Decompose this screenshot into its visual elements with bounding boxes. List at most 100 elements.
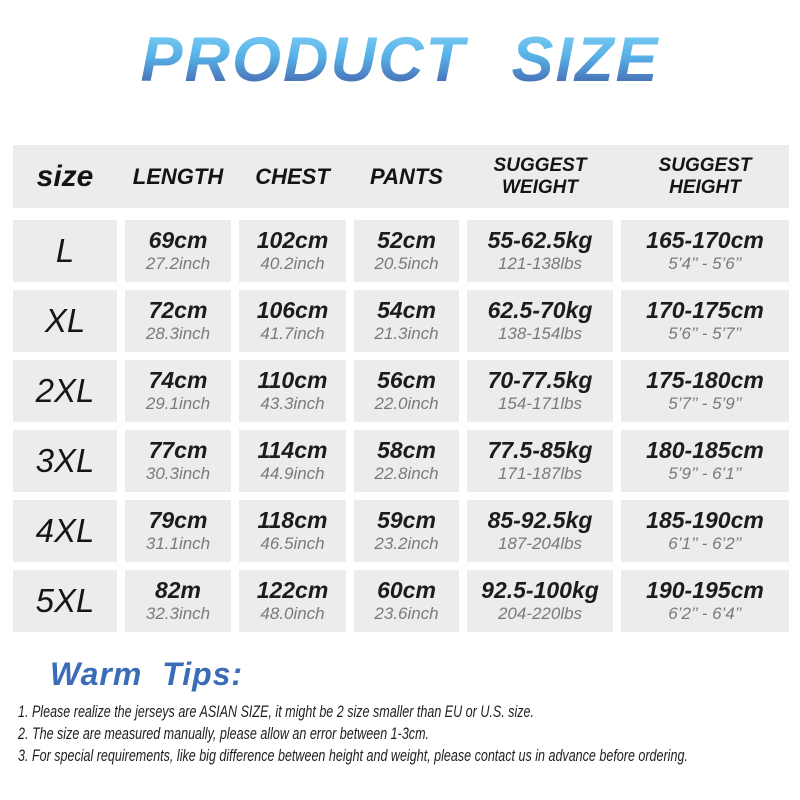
header-suggest-height-line1: SUGGEST: [658, 154, 752, 176]
chest-value: 118cm: [257, 507, 328, 534]
height-ft-value: 5’6’’ - 5’7’’: [668, 324, 742, 344]
length-inch-value: 32.3inch: [145, 604, 211, 624]
size-label: 5XL: [35, 582, 95, 619]
pants-inch-value: 22.8inch: [374, 464, 439, 484]
table-header-row: size LENGTH CHEST PANTS SUGGEST WEIGHT S…: [13, 145, 789, 208]
chest-cell: 106cm 41.7inch: [239, 290, 346, 352]
length-cell: 82m 32.3inch: [125, 570, 231, 632]
weight-lbs-value: 121-138lbs: [497, 254, 583, 274]
length-value: 77cm: [148, 437, 208, 464]
size-label: L: [55, 232, 75, 269]
warm-tips-list: 1. Please realize the jerseys are ASIAN …: [18, 701, 800, 767]
length-cell: 77cm 30.3inch: [125, 430, 231, 492]
size-cell: 4XL: [13, 500, 117, 562]
length-inch-value: 30.3inch: [145, 464, 211, 484]
height-ft-value: 5’7’’ - 5’9’’: [668, 394, 742, 414]
weight-cell: 70-77.5kg 154-171lbs: [467, 360, 613, 422]
height-cm-value: 170-175cm: [646, 297, 764, 324]
height-ft-value: 6’2’’ - 6’4’’: [668, 604, 742, 624]
height-cell: 185-190cm 6’1’’ - 6’2’’: [621, 500, 789, 562]
chest-value: 122cm: [256, 577, 329, 604]
length-cell: 69cm 27.2inch: [125, 220, 231, 282]
size-cell: L: [13, 220, 117, 282]
height-cell: 180-185cm 5’9’’ - 6’1’’: [621, 430, 789, 492]
length-value: 82m: [154, 577, 202, 604]
chest-cell: 114cm 44.9inch: [239, 430, 346, 492]
chest-value: 110cm: [257, 367, 328, 394]
weight-lbs-value: 171-187lbs: [497, 464, 583, 484]
header-suggest-weight-line2: WEIGHT: [502, 176, 578, 198]
header-suggest-weight-line1: SUGGEST: [493, 154, 587, 176]
weight-lbs-value: 204-220lbs: [497, 604, 583, 624]
header-suggest-height: SUGGEST HEIGHT: [621, 155, 789, 199]
weight-kg-value: 92.5-100kg: [481, 577, 599, 604]
pants-cell: 58cm 22.8inch: [354, 430, 459, 492]
length-cell: 79cm 31.1inch: [125, 500, 231, 562]
height-ft-value: 5’4’’ - 5’6’’: [668, 254, 742, 274]
size-cell: 2XL: [13, 360, 117, 422]
length-value: 72cm: [148, 297, 208, 324]
table-body: L 69cm 27.2inch 102cm 40.2inch 52cm 20.5…: [13, 220, 789, 632]
pants-value: 54cm: [377, 297, 436, 324]
header-suggest-height-line2: HEIGHT: [669, 176, 741, 198]
height-cell: 165-170cm 5’4’’ - 5’6’’: [621, 220, 789, 282]
length-value: 74cm: [148, 367, 208, 394]
weight-kg-value: 55-62.5kg: [487, 227, 593, 254]
weight-cell: 62.5-70kg 138-154lbs: [467, 290, 613, 352]
weight-cell: 55-62.5kg 121-138lbs: [467, 220, 613, 282]
pants-value: 56cm: [377, 367, 436, 394]
page-title: PRODUCT SIZE: [0, 24, 800, 96]
weight-lbs-value: 138-154lbs: [497, 324, 583, 344]
size-cell: 3XL: [13, 430, 117, 492]
pants-value: 60cm: [377, 577, 436, 604]
length-inch-value: 29.1inch: [145, 394, 211, 414]
length-value: 69cm: [148, 227, 208, 254]
size-label: 2XL: [35, 372, 95, 409]
weight-lbs-value: 154-171lbs: [497, 394, 583, 414]
weight-kg-value: 77.5-85kg: [487, 437, 593, 464]
height-cm-value: 180-185cm: [646, 437, 764, 464]
height-cm-value: 165-170cm: [646, 227, 764, 254]
tip-line-2: 2. The size are measured manually, pleas…: [18, 725, 430, 743]
weight-cell: 85-92.5kg 187-204lbs: [467, 500, 613, 562]
header-length: LENGTH: [132, 163, 224, 189]
pants-cell: 59cm 23.2inch: [354, 500, 459, 562]
header-chest: CHEST: [255, 163, 330, 189]
weight-lbs-value: 187-204lbs: [497, 534, 583, 554]
chest-inch-value: 41.7inch: [260, 324, 325, 344]
chest-value: 102cm: [256, 227, 329, 254]
size-label: XL: [44, 302, 86, 339]
length-inch-value: 31.1inch: [145, 534, 211, 554]
pants-cell: 60cm 23.6inch: [354, 570, 459, 632]
pants-value: 52cm: [377, 227, 436, 254]
chest-value: 114cm: [257, 437, 328, 464]
chest-cell: 102cm 40.2inch: [239, 220, 346, 282]
chest-inch-value: 43.3inch: [260, 394, 325, 414]
size-table: size LENGTH CHEST PANTS SUGGEST WEIGHT S…: [13, 145, 789, 632]
chest-inch-value: 46.5inch: [260, 534, 325, 554]
chest-value: 106cm: [256, 297, 329, 324]
header-suggest-weight: SUGGEST WEIGHT: [467, 155, 613, 199]
chest-inch-value: 48.0inch: [260, 604, 325, 624]
size-cell: XL: [13, 290, 117, 352]
pants-inch-value: 22.0inch: [374, 394, 439, 414]
chest-cell: 118cm 46.5inch: [239, 500, 346, 562]
pants-value: 58cm: [377, 437, 436, 464]
tip-line-3: 3. For special requirements, like big di…: [18, 747, 688, 765]
pants-value: 59cm: [377, 507, 436, 534]
warm-tips-heading: Warm Tips:: [50, 656, 244, 692]
pants-cell: 56cm 22.0inch: [354, 360, 459, 422]
weight-cell: 92.5-100kg 204-220lbs: [467, 570, 613, 632]
pants-inch-value: 23.2inch: [374, 534, 439, 554]
size-label: 4XL: [35, 512, 95, 549]
height-cm-value: 190-195cm: [646, 577, 764, 604]
height-ft-value: 5’9’’ - 6’1’’: [668, 464, 742, 484]
header-size: size: [36, 159, 94, 193]
height-cell: 175-180cm 5’7’’ - 5’9’’: [621, 360, 789, 422]
height-cell: 170-175cm 5’6’’ - 5’7’’: [621, 290, 789, 352]
length-inch-value: 27.2inch: [145, 254, 211, 274]
weight-kg-value: 62.5-70kg: [487, 297, 593, 324]
chest-inch-value: 44.9inch: [260, 464, 325, 484]
size-cell: 5XL: [13, 570, 117, 632]
